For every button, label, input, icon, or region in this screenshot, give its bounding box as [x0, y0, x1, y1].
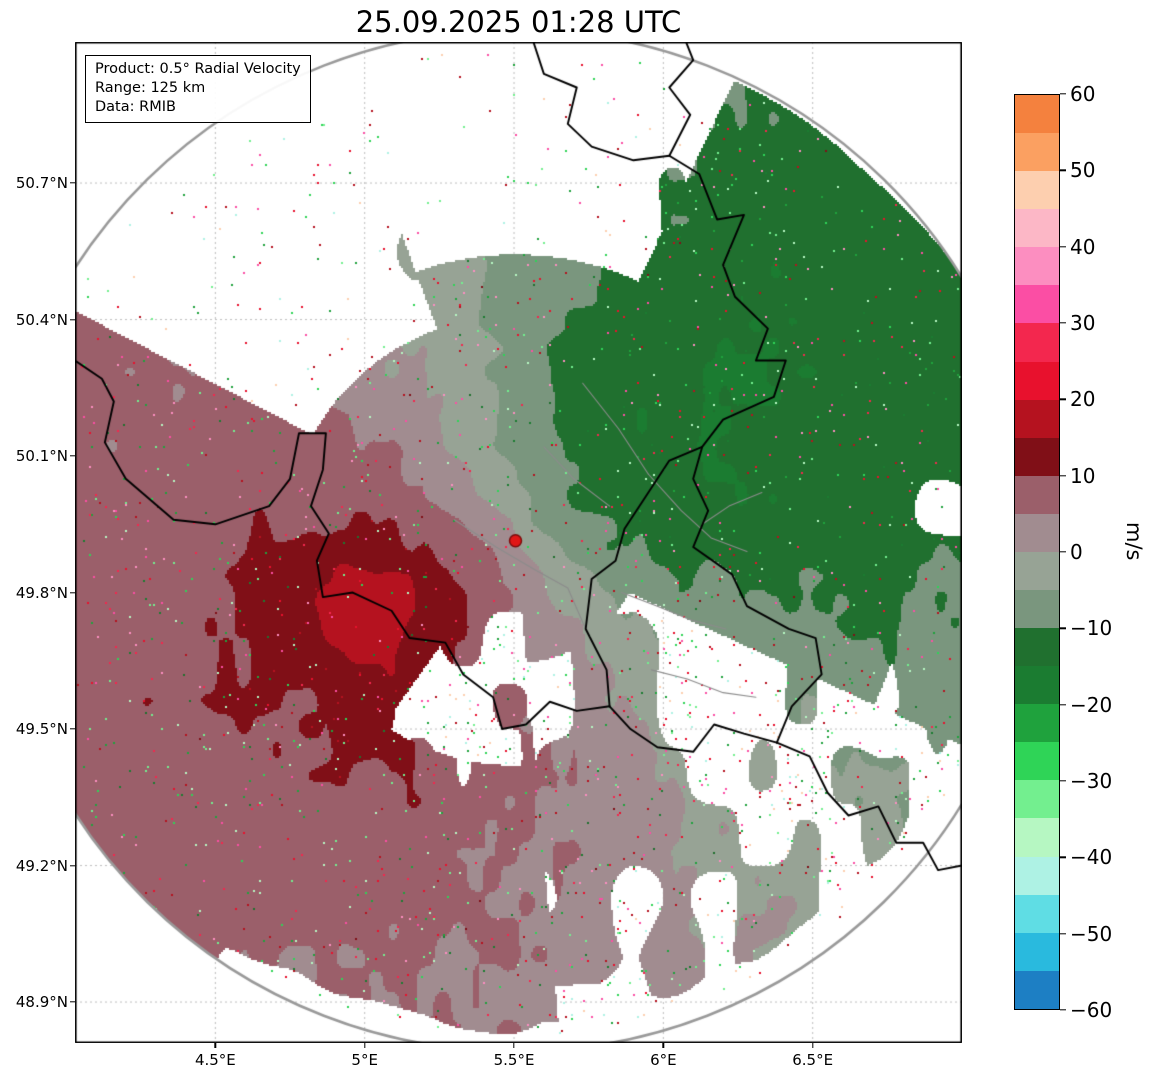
- colorbar-band: [1015, 590, 1059, 629]
- x-tick-mark: [214, 1043, 217, 1048]
- colorbar-tick-label: −50: [1070, 921, 1113, 946]
- x-tick-label: 4.5°E: [194, 1051, 236, 1069]
- colorbar-tick-mark: [1060, 169, 1066, 172]
- figure-title: 25.09.2025 01:28 UTC: [355, 5, 682, 39]
- colorbar-band: [1015, 970, 1059, 1009]
- colorbar-tick-label: −10: [1070, 616, 1113, 641]
- colorbar-band: [1015, 856, 1059, 895]
- y-tick-mark: [70, 455, 75, 457]
- colorbar-tick-mark: [1060, 856, 1066, 859]
- x-tick-label: 6.5°E: [792, 1051, 834, 1069]
- colorbar-band: [1015, 704, 1059, 743]
- colorbar-tick-label: 50: [1070, 158, 1096, 183]
- colorbar-tick-label: −60: [1070, 998, 1113, 1022]
- info-line-data-source: Data: RMIB: [95, 99, 176, 116]
- y-tick-label: 49.5°N: [15, 720, 68, 739]
- y-tick-mark: [70, 318, 75, 321]
- colorbar-band: [1015, 285, 1059, 324]
- y-tick-label: 50.4°N: [15, 310, 68, 329]
- x-tick-mark: [513, 1043, 515, 1048]
- colorbar-tick-mark: [1060, 551, 1066, 553]
- colorbar-tick-mark: [1060, 1009, 1066, 1011]
- colorbar-band: [1015, 551, 1059, 591]
- y-tick-label: 48.9°N: [15, 993, 68, 1012]
- colorbar-band: [1015, 628, 1059, 667]
- colorbar-band: [1015, 818, 1059, 857]
- colorbar-band: [1015, 780, 1059, 819]
- colorbar-band: [1015, 894, 1059, 933]
- colorbar-tick-label: 10: [1070, 463, 1096, 488]
- radar-velocity-map-canvas: [75, 42, 962, 1043]
- colorbar-tick-label: 40: [1070, 234, 1096, 259]
- colorbar-band: [1015, 513, 1059, 552]
- colorbar-tick-mark: [1060, 245, 1066, 248]
- colorbar-tick-mark: [1060, 627, 1066, 630]
- colorbar-tick-mark: [1060, 322, 1066, 324]
- colorbar-band: [1015, 742, 1059, 781]
- colorbar: [1014, 94, 1060, 1010]
- colorbar-band: [1015, 399, 1059, 438]
- colorbar-tick-mark: [1060, 932, 1066, 935]
- map-plot-area: Product: 0.5° Radial Velocity Range: 125…: [75, 42, 962, 1043]
- x-tick-label: 5°E: [351, 1051, 378, 1069]
- colorbar-band: [1015, 247, 1059, 286]
- x-tick-mark: [811, 1043, 814, 1048]
- y-tick-mark: [70, 864, 75, 867]
- colorbar-tick-label: 60: [1070, 82, 1096, 106]
- x-tick-label: 6°E: [650, 1051, 677, 1069]
- colorbar-tick-label: 20: [1070, 387, 1096, 412]
- colorbar-band: [1015, 475, 1059, 514]
- colorbar-tick-label: −30: [1070, 769, 1113, 793]
- x-tick-mark: [363, 1043, 366, 1048]
- y-tick-label: 49.2°N: [15, 856, 68, 875]
- colorbar-tick-label: 0: [1070, 540, 1083, 564]
- y-tick-label: 50.1°N: [15, 447, 68, 466]
- y-tick-mark: [70, 591, 75, 594]
- colorbar-band: [1015, 171, 1059, 210]
- y-tick-mark: [70, 182, 75, 184]
- product-info-box: Product: 0.5° Radial Velocity Range: 125…: [85, 55, 311, 124]
- info-line-range: Range: 125 km: [95, 80, 206, 97]
- colorbar-band: [1015, 437, 1059, 476]
- colorbar-band: [1015, 323, 1059, 362]
- y-tick-mark: [70, 728, 75, 730]
- colorbar-band: [1015, 209, 1059, 248]
- colorbar-unit-label: m/s: [1122, 522, 1146, 561]
- colorbar-tick-mark: [1060, 93, 1066, 95]
- colorbar-band: [1015, 95, 1059, 134]
- colorbar-tick-label: −20: [1070, 692, 1113, 717]
- y-tick-label: 49.8°N: [15, 583, 68, 602]
- y-tick-label: 50.7°N: [15, 174, 68, 193]
- colorbar-band: [1015, 133, 1059, 172]
- colorbar-bands: [1015, 95, 1059, 1009]
- info-line-product: Product: 0.5° Radial Velocity: [95, 61, 301, 77]
- colorbar-tick-mark: [1060, 398, 1066, 401]
- colorbar-tick-mark: [1060, 703, 1066, 706]
- colorbar-tick-label: −40: [1070, 845, 1113, 870]
- colorbar-tick-mark: [1060, 474, 1066, 477]
- colorbar-tick-mark: [1060, 780, 1066, 782]
- y-tick-mark: [70, 1001, 75, 1003]
- colorbar-band: [1015, 666, 1059, 705]
- x-tick-label: 5.5°E: [493, 1051, 535, 1069]
- colorbar-tick-label: 30: [1070, 311, 1096, 335]
- colorbar-band: [1015, 361, 1059, 400]
- colorbar-band: [1015, 932, 1059, 971]
- x-tick-mark: [662, 1043, 665, 1048]
